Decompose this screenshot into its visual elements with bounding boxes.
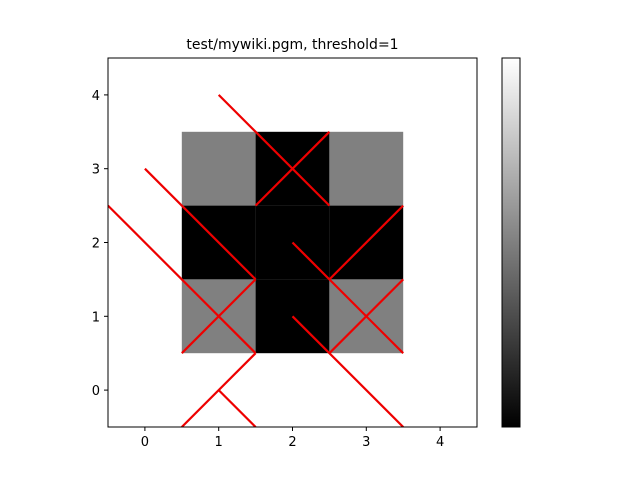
x-tick-label: 1 bbox=[215, 435, 223, 450]
x-tick-label: 0 bbox=[141, 435, 149, 450]
y-tick-label: 1 bbox=[92, 310, 100, 325]
y-tick-label: 4 bbox=[92, 89, 100, 104]
heatmap-cell bbox=[329, 131, 404, 206]
chart-title: test/mywiki.pgm, threshold=1 bbox=[186, 37, 398, 53]
overlay-line bbox=[181, 278, 257, 354]
overlay-line bbox=[291, 315, 404, 427]
y-tick-label: 0 bbox=[92, 384, 100, 399]
y-tick-label: 3 bbox=[92, 163, 100, 178]
overlay-line bbox=[328, 278, 404, 354]
overlay-line bbox=[291, 241, 404, 354]
x-axis: 0 1 2 3 4 bbox=[141, 427, 444, 450]
x-tick-label: 2 bbox=[288, 435, 296, 450]
overlay-line bbox=[217, 94, 331, 207]
colorbar-frame bbox=[501, 57, 521, 428]
x-tick-label: 3 bbox=[362, 435, 370, 450]
overlay-line bbox=[254, 131, 331, 207]
overlay-line bbox=[144, 167, 257, 281]
colorbar bbox=[501, 57, 521, 428]
y-axis: 0 1 2 3 4 bbox=[92, 89, 108, 399]
overlay-line bbox=[328, 204, 404, 281]
colorbar-gradient bbox=[502, 58, 520, 427]
overlay-line bbox=[217, 389, 257, 427]
y-tick-label: 2 bbox=[92, 237, 100, 252]
overlay-lines bbox=[108, 94, 404, 427]
heatmap-cell bbox=[181, 131, 256, 206]
x-tick-label: 4 bbox=[436, 435, 444, 450]
plot-area bbox=[107, 57, 478, 428]
overlay-line bbox=[108, 204, 257, 354]
